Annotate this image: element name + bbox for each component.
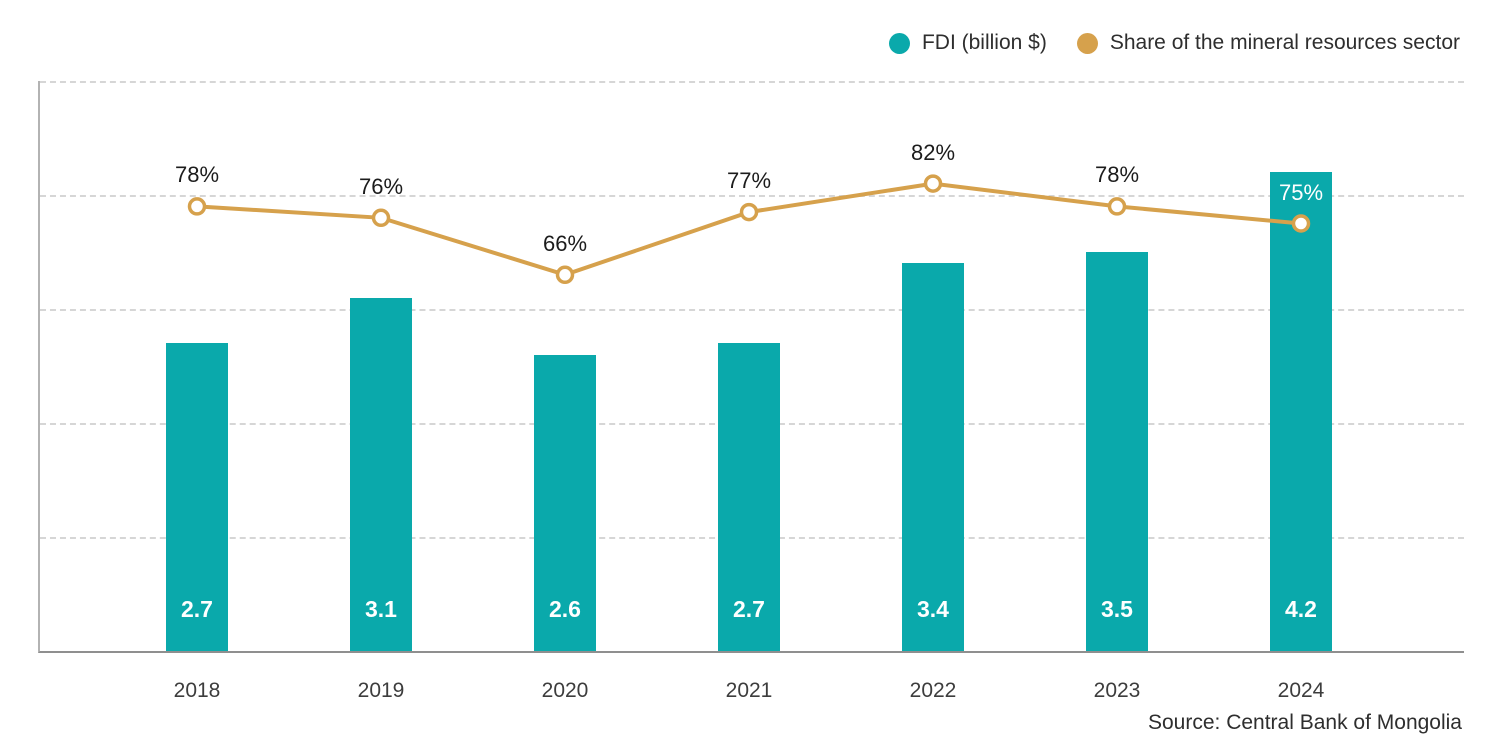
bar-value-label-2021: 2.7 <box>733 596 765 622</box>
bar-value-label-2023: 3.5 <box>1101 596 1133 622</box>
fdi-series-dot-icon <box>888 32 910 54</box>
legend: FDI (billion $) Share of the mineral res… <box>888 31 1460 55</box>
line-value-label-2021: 77% <box>726 168 772 194</box>
line-series <box>187 174 1311 285</box>
line-marker-2021 <box>739 202 759 222</box>
mineral-share-series-dot-icon <box>1076 32 1098 54</box>
bar-value-label-2020: 2.6 <box>549 596 581 622</box>
bar-2018: 2.7 <box>166 343 228 651</box>
line-marker-2020 <box>555 265 575 285</box>
gridline <box>40 81 1464 83</box>
x-axis-label-2021: 2021 <box>725 679 773 702</box>
bar-value-label-2018: 2.7 <box>181 596 213 622</box>
line-marker-2023 <box>1107 197 1127 216</box>
gridline <box>40 195 1464 197</box>
bar-2024: 4.2 <box>1270 172 1332 651</box>
mineral-share-legend-label: Share of the mineral resources sector <box>1109 31 1460 54</box>
bar-2023: 3.5 <box>1086 252 1148 651</box>
line-value-label-2018: 78% <box>174 162 220 188</box>
line-marker-2024 <box>1291 214 1311 233</box>
line-marker-2022 <box>923 174 943 193</box>
x-axis-label-2024: 2024 <box>1277 679 1325 702</box>
line-marker-2018 <box>187 197 207 216</box>
line-value-label-2023: 78% <box>1094 162 1140 188</box>
bar-2022: 3.4 <box>902 263 964 651</box>
x-axis-label-2022: 2022 <box>909 679 957 702</box>
line-value-label-2024: 75% <box>1278 179 1324 205</box>
x-axis-label-2020: 2020 <box>541 679 589 702</box>
legend-item-mineral-share: Share of the mineral resources sector <box>1076 31 1460 55</box>
source-note: Source: Central Bank of Mongolia <box>1147 711 1462 734</box>
gridline <box>40 309 1464 311</box>
bar-2019: 3.1 <box>350 297 412 651</box>
x-axis-label-2019: 2019 <box>357 679 405 702</box>
legend-item-fdi: FDI (billion $) <box>888 31 1047 55</box>
line-value-label-2020: 66% <box>542 230 588 256</box>
bar-value-label-2019: 3.1 <box>365 596 397 622</box>
plot-area: 2.7 2018 3.1 2019 2.6 2020 2.7 2021 3.4 2022 3.5 20… <box>38 81 1464 702</box>
bar-2020: 2.6 <box>534 354 596 651</box>
x-axis-label-2018: 2018 <box>173 679 221 702</box>
line-value-label-2022: 82% <box>910 139 956 165</box>
line-value-label-2019: 76% <box>358 173 404 199</box>
x-axis-label-2023: 2023 <box>1093 679 1141 702</box>
fdi-legend-label: FDI (billion $) <box>921 31 1047 54</box>
line-marker-2019 <box>371 208 391 228</box>
bar-value-label-2024: 4.2 <box>1285 596 1317 622</box>
bar-value-label-2022: 3.4 <box>917 596 949 622</box>
bar-2021: 2.7 <box>718 343 780 651</box>
